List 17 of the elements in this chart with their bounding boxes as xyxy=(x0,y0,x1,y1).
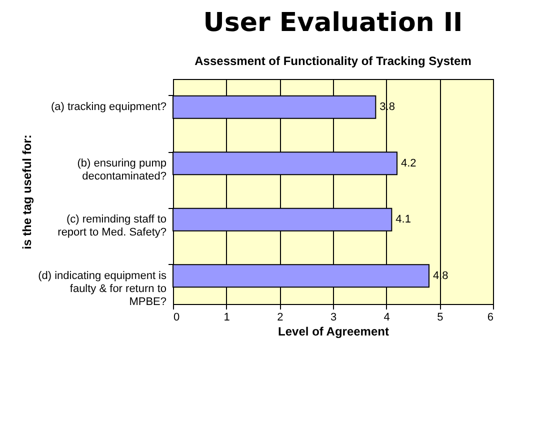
x-tick-label: 3 xyxy=(330,312,337,324)
y-axis-title: is the tag useful for: xyxy=(20,134,34,250)
data-label: 4.2 xyxy=(401,157,416,170)
x-tick-label: 1 xyxy=(224,312,230,324)
chart-title: User Evaluation II xyxy=(203,8,463,38)
x-tick-label: 2 xyxy=(277,312,284,324)
y-tick-label: (c) reminding staff to report to Med. Safety? xyxy=(58,214,166,239)
y-tick-label: (d) indicating equipment is faulty & for return to MPBE? xyxy=(38,270,167,308)
y-tick-label: (a) tracking equipment? xyxy=(50,101,166,114)
y-tick-label: (b) ensuring pump decontaminated? xyxy=(77,157,166,182)
x-tick-label: 0 xyxy=(174,312,180,324)
data-label: 4.1 xyxy=(396,214,411,226)
x-axis-title: Level of Agreement xyxy=(278,324,389,338)
x-tick-label: 5 xyxy=(437,312,444,324)
x-tick-label: 6 xyxy=(487,312,494,324)
x-tick-label: 4 xyxy=(384,312,390,324)
chart-subtitle: Assessment of Functionality of Tracking System xyxy=(194,54,472,68)
